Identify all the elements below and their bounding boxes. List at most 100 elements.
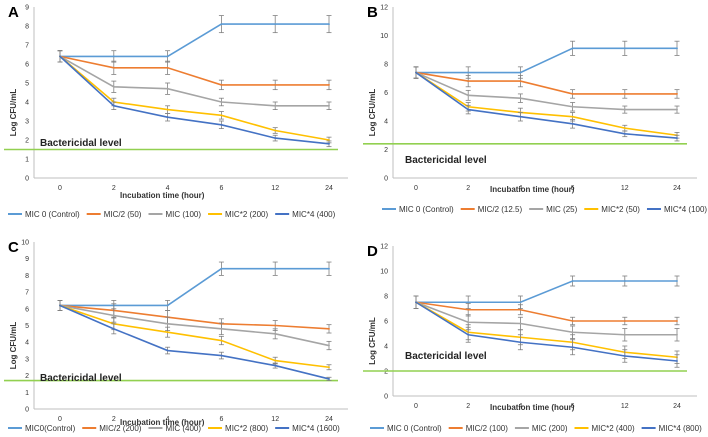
- data-point: [623, 132, 626, 135]
- bactericidal-level-label: Bactericidal level: [40, 138, 122, 149]
- series-2: [57, 50, 332, 110]
- y-tick-label: 2: [384, 369, 388, 376]
- data-point: [676, 137, 678, 140]
- data-point: [519, 80, 522, 82]
- series-1: [413, 66, 680, 99]
- data-point: [623, 355, 626, 357]
- x-tick-label: 12: [621, 403, 629, 410]
- data-point: [571, 93, 574, 95]
- y-tick-label: 10: [380, 33, 388, 40]
- x-tick-label: 4: [166, 416, 170, 423]
- x-tick-label: 2: [112, 185, 116, 192]
- data-point: [274, 84, 277, 86]
- data-point: [676, 93, 678, 95]
- x-tick-label: 6: [571, 185, 575, 192]
- series-line: [415, 71, 678, 137]
- y-tick-label: 8: [25, 273, 29, 280]
- data-point: [274, 324, 277, 327]
- data-point: [274, 267, 277, 270]
- x-tick-label: 12: [621, 185, 629, 192]
- series-line: [416, 47, 677, 74]
- y-tick-label: 9: [25, 256, 29, 263]
- data-point: [623, 108, 626, 111]
- y-tick-label: 6: [384, 90, 388, 97]
- y-tick-label: 1: [25, 157, 29, 164]
- legend-entry: MIC/2 (50): [104, 210, 142, 219]
- legend-entry: MIC*4 (100): [664, 205, 707, 214]
- data-point: [166, 66, 169, 69]
- y-axis-title: Log CFU/mL: [9, 89, 18, 137]
- data-point: [571, 331, 574, 334]
- data-point: [274, 359, 277, 362]
- data-point: [571, 115, 574, 118]
- data-point: [571, 346, 574, 349]
- data-point: [571, 105, 574, 108]
- y-tick-label: 8: [384, 294, 388, 301]
- data-point: [467, 80, 470, 82]
- series-line: [415, 301, 677, 336]
- data-point: [623, 93, 626, 95]
- x-tick-label: 12: [271, 185, 279, 192]
- series-line: [60, 267, 329, 307]
- series-line: [416, 280, 677, 304]
- data-point: [328, 378, 330, 380]
- data-point: [623, 320, 626, 322]
- data-point: [676, 333, 678, 336]
- y-tick-label: 7: [25, 290, 29, 297]
- data-point: [467, 308, 470, 311]
- series-line: [60, 23, 329, 58]
- series-4: [413, 66, 680, 142]
- x-tick-label: 6: [219, 185, 223, 192]
- y-tick-label: 1: [25, 390, 29, 397]
- y-tick-label: 4: [25, 100, 29, 107]
- data-point: [166, 349, 169, 352]
- y-tick-label: 3: [25, 119, 29, 126]
- series-line: [415, 301, 677, 322]
- y-axis-title: Log CFU/mL: [9, 322, 18, 370]
- series-4: [413, 295, 680, 368]
- y-tick-label: 5: [25, 323, 29, 330]
- series-line: [59, 304, 330, 380]
- y-axis-title: Log CFU/mL: [368, 317, 377, 365]
- x-tick-label: 6: [219, 416, 223, 423]
- y-tick-label: 12: [380, 5, 388, 12]
- panel-letter: B: [367, 4, 378, 21]
- data-point: [59, 304, 61, 307]
- data-point: [676, 360, 678, 362]
- data-point: [166, 55, 169, 58]
- data-point: [220, 114, 223, 117]
- data-point: [166, 108, 169, 111]
- y-axis-title: Log CFU/mL: [368, 89, 377, 137]
- data-point: [328, 327, 330, 330]
- x-tick-label: 4: [518, 185, 522, 192]
- legend-entry: MIC*2 (400): [591, 424, 634, 433]
- data-point: [220, 101, 223, 103]
- data-point: [676, 280, 678, 282]
- data-point: [623, 280, 626, 282]
- data-point: [112, 104, 115, 107]
- x-tick-label: 24: [673, 185, 681, 192]
- data-point: [112, 85, 115, 88]
- y-tick-label: 5: [25, 81, 29, 88]
- panel-letter: A: [8, 4, 19, 21]
- series-2: [57, 300, 332, 351]
- data-point: [571, 320, 574, 322]
- data-point: [220, 339, 223, 342]
- series-line: [415, 301, 678, 359]
- data-point: [328, 366, 330, 369]
- data-point: [328, 139, 330, 141]
- series-line: [415, 71, 677, 111]
- data-point: [274, 137, 277, 140]
- data-point: [467, 333, 470, 336]
- legend-entry: MIC*2 (50): [601, 205, 640, 214]
- series-line: [59, 55, 330, 141]
- data-point: [166, 116, 169, 119]
- legend-entry: MIC/2 (200): [99, 424, 142, 433]
- data-point: [328, 142, 330, 145]
- x-tick-label: 0: [414, 185, 418, 192]
- series-0: [57, 15, 332, 63]
- data-point: [166, 87, 169, 90]
- x-axis-title: Incubation time (hour): [490, 185, 575, 194]
- series-4: [57, 300, 332, 382]
